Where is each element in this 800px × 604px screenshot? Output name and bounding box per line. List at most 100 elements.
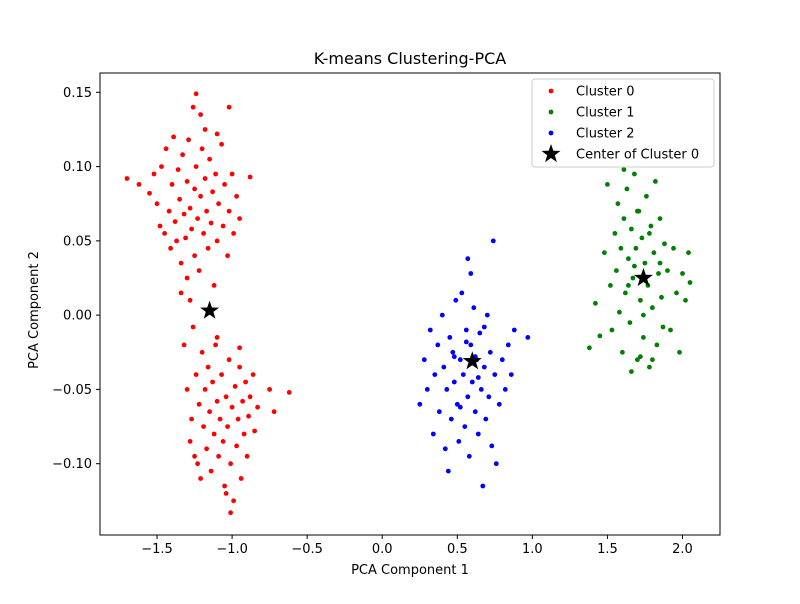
y-tick-label: 0.00 [63,309,92,324]
data-point [444,387,450,392]
data-point [207,156,213,162]
x-axis-label: PCA Component 1 [351,563,469,578]
data-point [241,431,247,437]
data-point [483,416,489,422]
data-point [502,387,508,392]
x-ticks: −1.5 −1.0 −0.5 0.0 0.5 1.0 1.5 2.0 [141,535,693,557]
data-point [177,196,183,202]
y-tick-label: 0.15 [63,86,92,101]
data-point [192,253,198,259]
x-tick-label: 0.5 [447,542,468,557]
data-point [219,372,225,377]
data-point [505,342,511,348]
data-point [193,372,199,377]
data-point [608,283,613,288]
data-point [231,498,237,504]
data-point [641,335,646,340]
legend-label: Cluster 0 [576,85,635,100]
data-point [629,226,634,232]
data-point [477,330,483,336]
data-point [163,146,169,152]
data-point [216,453,222,459]
data-point [647,364,652,370]
data-point [210,379,216,385]
data-point [490,238,496,244]
data-point [635,208,640,214]
data-point [436,409,442,415]
data-point [211,283,217,288]
x-tick-label: −0.5 [291,542,323,557]
legend-star-marker [541,144,561,163]
data-point [214,131,220,137]
legend-marker [548,88,554,94]
data-point [459,290,465,296]
x-tick-label: −1.5 [141,542,173,557]
data-point [605,182,610,187]
x-tick-label: 1.5 [597,542,618,557]
data-point [225,253,231,259]
data-point [202,127,208,132]
data-point [421,357,427,363]
data-point [614,268,619,273]
data-point [286,390,292,395]
data-point [240,398,246,404]
series-0 [124,91,292,516]
data-point [168,245,174,251]
data-point [207,409,213,415]
data-point [187,297,193,303]
data-point [660,324,666,330]
data-point [633,245,639,251]
data-point [228,461,234,467]
data-point [187,205,193,211]
data-point [456,439,462,444]
data-point [162,231,168,236]
data-point [208,468,214,474]
data-point [593,300,598,306]
data-point [445,468,451,474]
data-point [468,271,474,276]
data-point [487,349,493,355]
data-point [484,312,490,318]
data-point [623,290,628,296]
data-point [220,223,226,229]
x-tick-label: 0.0 [372,542,393,557]
data-point [472,409,478,415]
data-point [447,335,453,340]
data-point [618,245,624,251]
data-point [680,271,685,276]
data-point [651,250,657,256]
data-point [237,364,243,370]
data-point [478,387,484,392]
data-point [220,439,226,444]
data-point [677,349,682,355]
data-point [196,268,202,273]
data-point [213,171,219,177]
x-tick-label: −1.0 [216,542,248,557]
data-point [469,379,475,385]
data-point [154,201,160,207]
data-point [489,443,495,449]
data-point [193,91,199,97]
data-point [627,320,633,325]
cluster-centers [200,268,653,370]
data-point [171,134,177,140]
data-point [226,208,232,214]
data-point [213,342,219,348]
data-point [255,404,260,410]
data-point [511,327,517,333]
data-point [234,443,240,449]
data-point [189,416,195,422]
data-point [151,171,157,177]
data-point [178,260,184,266]
data-point [198,476,204,481]
data-point [178,290,184,296]
legend-box [531,78,715,168]
data-point [468,342,474,348]
data-point [648,223,654,229]
data-point [460,372,466,377]
data-point [621,216,627,222]
data-point [198,112,204,117]
data-point [587,345,592,351]
data-point [189,226,195,232]
